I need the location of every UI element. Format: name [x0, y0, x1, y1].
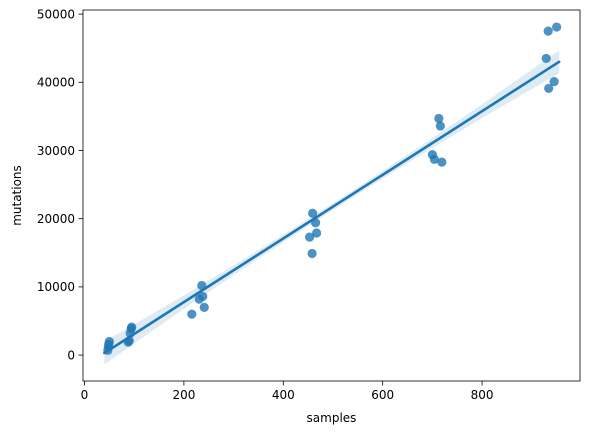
- x-axis-label: samples: [307, 411, 357, 425]
- data-point: [541, 53, 551, 64]
- data-point: [552, 22, 562, 32]
- y-tick-label: 40000: [37, 76, 75, 90]
- y-axis-label: mutations: [10, 165, 24, 226]
- data-point: [198, 291, 208, 302]
- regression-line: [103, 60, 561, 355]
- plot-area: [103, 22, 562, 365]
- x-tick-label: 800: [471, 388, 494, 402]
- data-point: [187, 309, 197, 319]
- data-point: [127, 322, 137, 332]
- data-point: [311, 228, 322, 238]
- data-point: [104, 336, 114, 347]
- y-tick-label: 0: [67, 348, 75, 362]
- data-point: [543, 26, 553, 36]
- data-point: [199, 302, 209, 312]
- data-point: [429, 154, 439, 164]
- data-point: [308, 208, 318, 218]
- y-tick-label: 10000: [37, 280, 75, 294]
- y-tick-label: 20000: [37, 212, 75, 226]
- y-tick-label: 50000: [37, 7, 75, 21]
- y-tick-label: 30000: [37, 144, 75, 158]
- x-tick-label: 400: [272, 388, 295, 402]
- x-tick-label: 0: [81, 388, 89, 402]
- x-axis: 0 200 400 600 800: [81, 381, 494, 402]
- data-point: [437, 157, 447, 167]
- x-tick-label: 200: [172, 388, 195, 402]
- data-point: [435, 121, 445, 131]
- axes-frame: [82, 9, 581, 382]
- data-point: [434, 113, 444, 124]
- data-point: [307, 248, 317, 259]
- data-point: [549, 77, 559, 87]
- y-axis: 0 10000 20000 30000 40000 50000: [37, 7, 83, 362]
- data-point: [305, 232, 315, 242]
- data-point: [544, 83, 554, 94]
- x-tick-label: 600: [371, 388, 394, 402]
